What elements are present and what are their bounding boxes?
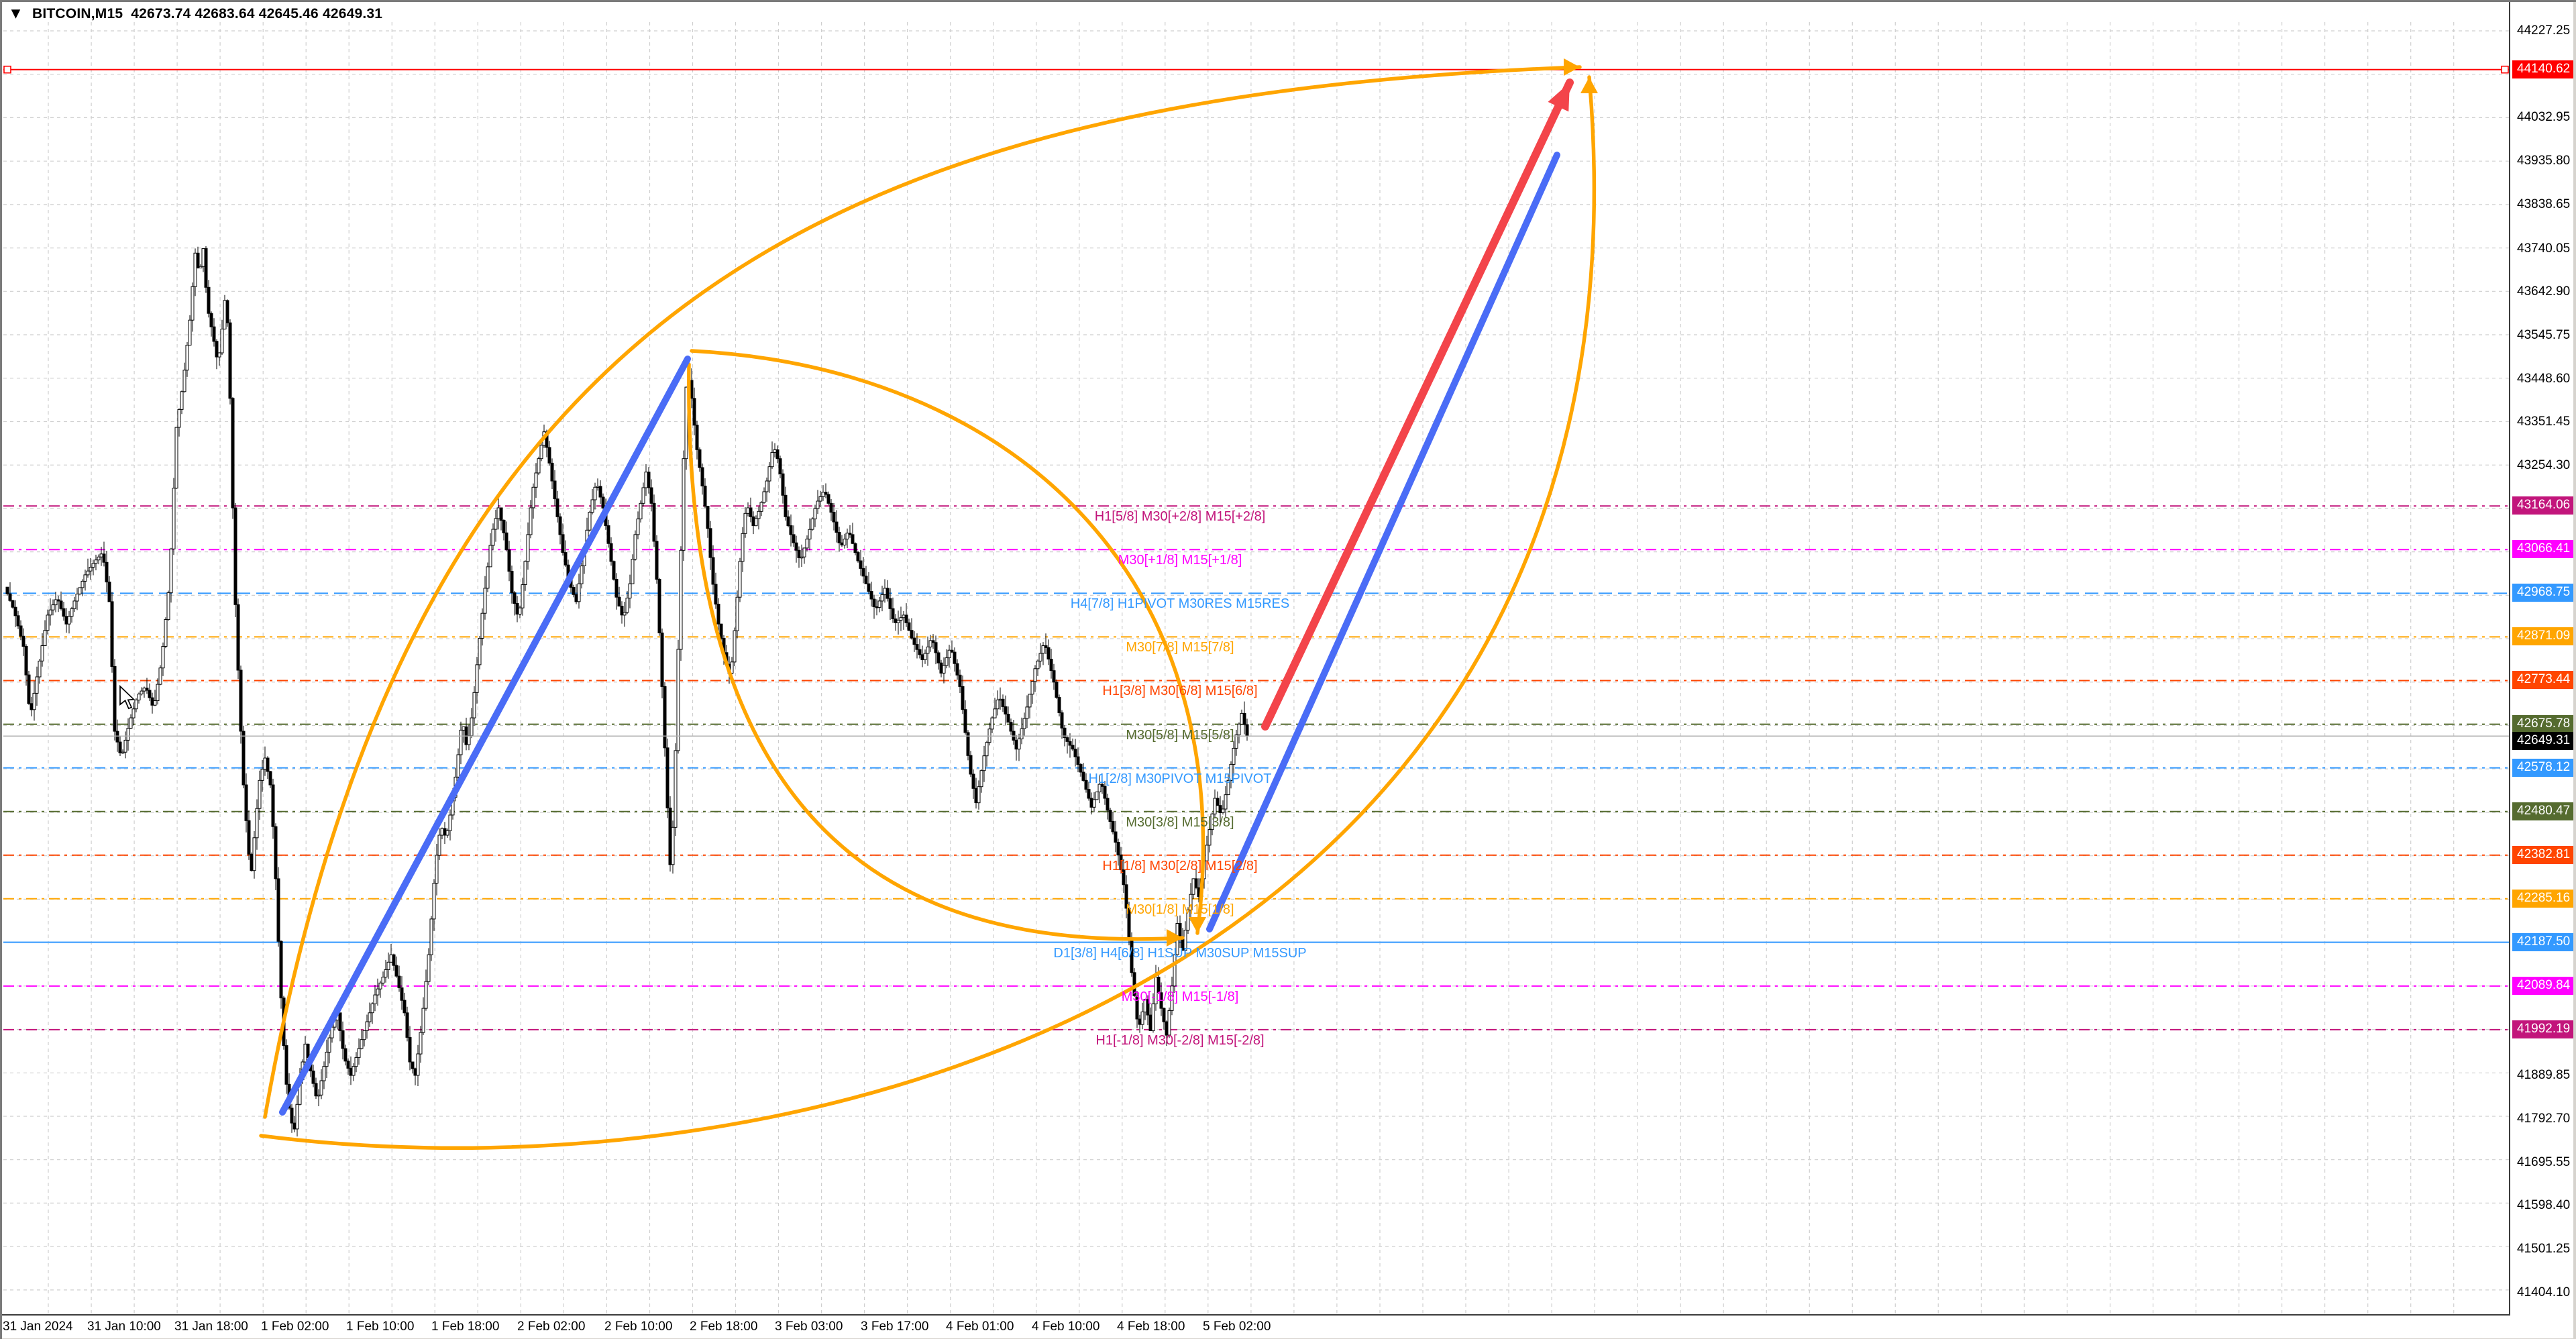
price-badge: 42382.81	[2512, 846, 2576, 864]
price-axis-label: 43448.60	[2517, 372, 2571, 386]
price-badge: 42480.47	[2512, 802, 2576, 820]
price-badge: 42578.12	[2512, 759, 2576, 777]
mouse-cursor	[119, 685, 136, 710]
arc-arrowhead-right	[1564, 58, 1580, 76]
price-axis-label: 43254.30	[2517, 458, 2571, 472]
level-label: M30[3/8] M15[3/8]	[1126, 815, 1234, 830]
price-badge: 42285.16	[2512, 890, 2576, 908]
price-axis-label: 41889.85	[2517, 1068, 2571, 1082]
price-badge: 43164.06	[2512, 496, 2576, 515]
price-badge: 44140.62	[2512, 60, 2576, 78]
level-label: H1[2/8] M30PIVOT M15PIVOT	[1088, 771, 1272, 786]
red-projection-arrow	[1261, 78, 1574, 731]
price-axis-label: 41598.40	[2517, 1198, 2571, 1212]
blue-trendline-right	[1206, 152, 1560, 932]
time-axis-label: 2 Feb 10:00	[604, 1320, 673, 1334]
symbol-timeframe-label: BITCOIN,M15	[32, 6, 123, 21]
plot-bottom-border	[2, 1314, 2509, 1316]
level-label: H1[-1/8] M30[-2/8] M15[-2/8]	[1095, 1033, 1265, 1048]
level-label: M30[5/8] M15[5/8]	[1126, 728, 1234, 743]
level-label: H4[7/8] H1PIVOT M30RES M15RES	[1070, 596, 1290, 611]
time-axis-label: 3 Feb 03:00	[775, 1320, 843, 1334]
level-label: H1[5/8] M30[+2/8] M15[+2/8]	[1094, 509, 1266, 524]
price-badge: 42649.31	[2512, 732, 2576, 750]
window-right-edge	[2573, 2, 2576, 1339]
level-label: M30[+1/8] M15[+1/8]	[1118, 553, 1242, 568]
time-axis-label: 31 Jan 2024	[3, 1320, 73, 1334]
time-axis-label: 5 Feb 02:00	[1203, 1320, 1271, 1334]
arc-arrowhead-up	[1580, 77, 1598, 93]
time-axis-label: 4 Feb 18:00	[1117, 1320, 1185, 1334]
time-axis-label: 1 Feb 18:00	[431, 1320, 500, 1334]
price-axis[interactable]	[2510, 2, 2576, 1339]
price-axis-label: 43642.90	[2517, 284, 2571, 299]
axis-corner	[2510, 1316, 2576, 1338]
big-lens-upper-arc	[263, 65, 1582, 1119]
time-axis-label: 2 Feb 02:00	[517, 1320, 586, 1334]
time-axis-label: 3 Feb 17:00	[861, 1320, 929, 1334]
time-axis-label: 1 Feb 02:00	[261, 1320, 329, 1334]
price-axis-label: 41501.25	[2517, 1242, 2571, 1256]
line-endpoint-handle	[3, 65, 11, 74]
red-arrowhead	[1548, 83, 1570, 112]
big-lens-lower-arc	[259, 75, 1596, 1150]
level-label: M30[1/8] M15[1/8]	[1126, 902, 1234, 917]
price-axis-label: 43935.80	[2517, 154, 2571, 168]
price-badge: 42675.78	[2512, 715, 2576, 733]
candlestick-series	[5, 246, 1249, 1137]
level-label: H1[3/8] M30[6/8] M15[6/8]	[1102, 684, 1258, 698]
price-badge: 42871.09	[2512, 627, 2576, 645]
level-label: M30[7/8] M15[7/8]	[1126, 640, 1234, 655]
time-axis-label: 4 Feb 10:00	[1032, 1320, 1100, 1334]
price-axis-label: 43545.75	[2517, 328, 2571, 342]
level-label: D1[3/8] H4[6/8] H1SUP M30SUP M15SUP	[1053, 946, 1307, 961]
price-badge: 42773.44	[2512, 671, 2576, 689]
symbol-dropdown-icon[interactable]: ▼	[7, 5, 24, 23]
arc-arrowhead-right	[1167, 929, 1183, 947]
arc-arrowhead-down	[1189, 917, 1206, 933]
time-axis-label: 31 Jan 10:00	[87, 1320, 161, 1334]
level-label: M30[-1/8] M15[-1/8]	[1121, 989, 1239, 1004]
time-axis-label: 31 Jan 18:00	[174, 1320, 248, 1334]
price-badge: 42187.50	[2512, 933, 2576, 951]
price-axis-label: 41792.70	[2517, 1112, 2571, 1126]
price-axis-label: 44227.25	[2517, 23, 2571, 38]
time-axis-label: 1 Feb 10:00	[346, 1320, 415, 1334]
price-axis-label: 43740.05	[2517, 242, 2571, 256]
price-badge: 42089.84	[2512, 977, 2576, 995]
chart-title: ▼ BITCOIN,M15 42673.74 42683.64 42645.46 …	[7, 5, 383, 23]
time-axis-label: 2 Feb 18:00	[690, 1320, 758, 1334]
price-axis-label: 43838.65	[2517, 197, 2571, 211]
price-axis-label: 44032.95	[2517, 110, 2571, 124]
small-lens-upper-arc	[690, 349, 1205, 935]
price-badge: 41992.19	[2512, 1020, 2576, 1038]
blue-trendline-left	[279, 356, 691, 1116]
line-endpoint-handle	[2501, 65, 2509, 74]
time-axis[interactable]	[2, 1316, 2576, 1338]
small-lens-lower-arc	[687, 362, 1185, 941]
price-badge: 42968.75	[2512, 584, 2576, 602]
time-axis-label: 4 Feb 01:00	[946, 1320, 1014, 1334]
level-label: H1[1/8] M30[2/8] M15[2/8]	[1102, 859, 1258, 873]
price-badge: 43066.41	[2512, 540, 2576, 558]
plot-right-border	[2509, 2, 2510, 1316]
price-axis-label: 43351.45	[2517, 415, 2571, 429]
price-axis-label: 41404.10	[2517, 1285, 2571, 1299]
ohlc-values: 42673.74 42683.64 42645.46 42649.31	[131, 6, 383, 21]
price-axis-label: 41695.55	[2517, 1155, 2571, 1169]
